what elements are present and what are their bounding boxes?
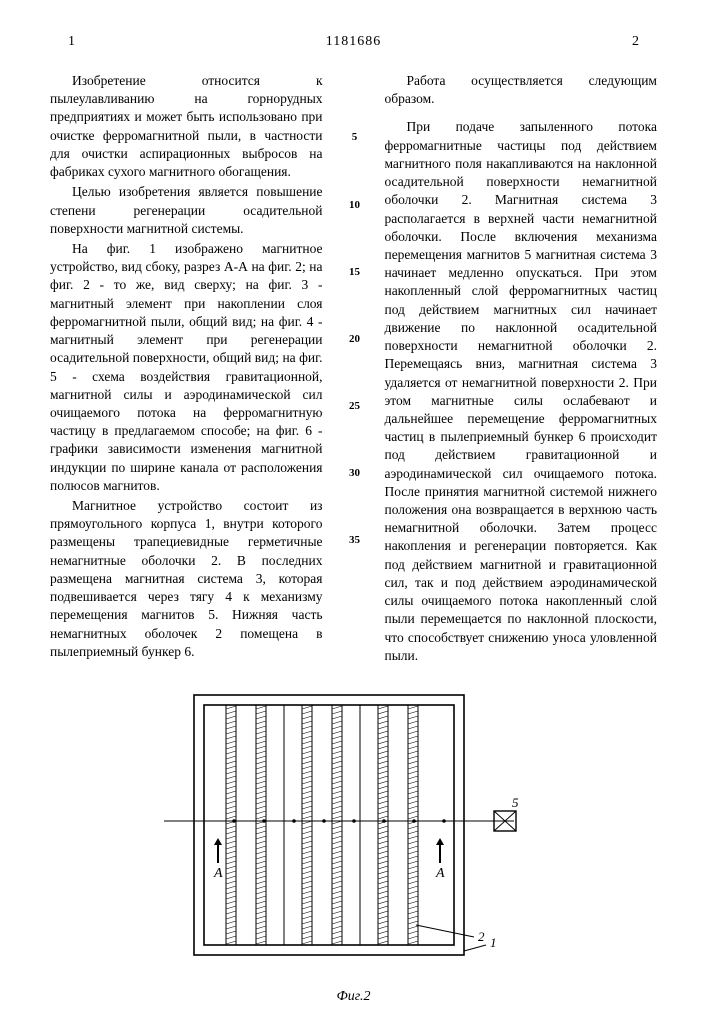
line-mark: 15 xyxy=(345,267,365,278)
svg-text:А: А xyxy=(213,866,223,881)
figure-svg: 5 А А 21 xyxy=(154,685,554,985)
para: На фиг. 1 изображено магнитное устройств… xyxy=(50,240,323,495)
para: Изобретение относится к пылеулавливанию … xyxy=(50,72,323,181)
para: Целью изобретения является повышение сте… xyxy=(50,183,323,238)
figure-2: 5 А А 21 Фиг.2 xyxy=(154,685,554,1005)
para: При подаче запыленного потока ферромагни… xyxy=(384,118,657,665)
line-number-gutter: 5 10 15 20 25 30 35 xyxy=(345,72,363,667)
line-mark: 10 xyxy=(345,200,365,211)
left-column: Изобретение относится к пылеулавливанию … xyxy=(50,72,323,667)
right-column: Работа осуществляется следующим образом.… xyxy=(384,72,657,667)
svg-text:1: 1 xyxy=(490,935,497,950)
svg-text:5: 5 xyxy=(512,795,519,810)
document-id: 1181686 xyxy=(50,34,657,50)
page-number-left: 1 xyxy=(68,34,75,50)
line-mark: 20 xyxy=(345,334,365,345)
line-mark: 30 xyxy=(345,468,365,479)
page-header: 1 1181686 2 xyxy=(50,34,657,56)
para: Работа осуществляется следующим образом. xyxy=(384,72,657,108)
text-columns: Изобретение относится к пылеулавливанию … xyxy=(50,72,657,667)
page-number-right: 2 xyxy=(632,34,639,50)
line-mark: 35 xyxy=(345,535,365,546)
figure-caption: Фиг.2 xyxy=(154,989,554,1005)
svg-text:2: 2 xyxy=(478,929,485,944)
line-mark: 25 xyxy=(345,401,365,412)
svg-text:А: А xyxy=(435,866,445,881)
line-mark: 5 xyxy=(345,132,365,143)
para: Магнитное устройство состоит из прямоуго… xyxy=(50,497,323,661)
